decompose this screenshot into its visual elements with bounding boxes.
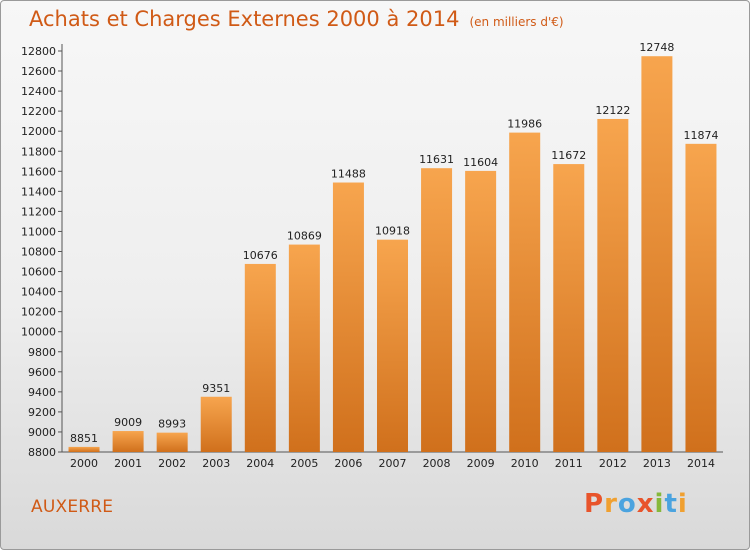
bar-2001	[112, 431, 144, 452]
bars	[68, 56, 717, 453]
bar-2000	[68, 446, 100, 452]
value-label-2012: 12122	[595, 104, 630, 117]
value-label-2014: 11874	[683, 129, 718, 142]
y-tick-label: 9600	[28, 366, 56, 379]
value-label-2002: 8993	[158, 418, 186, 431]
city-name: AUXERRE	[31, 497, 114, 517]
x-tick-label: 2008	[423, 457, 451, 470]
value-label-2009: 11604	[463, 156, 498, 169]
x-tick-label: 2014	[687, 457, 715, 470]
x-tick-label: 2003	[202, 457, 230, 470]
bar-2012	[597, 118, 629, 453]
y-tick-label: 11000	[21, 225, 56, 238]
y-tick-label: 10200	[21, 306, 56, 319]
y-tick-label: 11200	[21, 205, 56, 218]
y-tick-label: 9200	[28, 406, 56, 419]
proxiti-logo: Proxiti	[584, 489, 688, 519]
bar-2008	[421, 168, 453, 452]
value-label-2003: 9351	[202, 382, 230, 395]
y-tick-label: 9400	[28, 386, 56, 399]
value-label-2005: 10869	[287, 230, 322, 243]
value-label-2013: 12748	[639, 41, 674, 54]
y-ticks: 8800 9000 9200 9400 9600 9800 10000 10200 10400 1…	[21, 45, 62, 459]
x-tick-label: 2007	[379, 457, 407, 470]
value-label-2004: 10676	[243, 249, 278, 262]
bar-2009	[465, 170, 497, 453]
y-tick-label: 11600	[21, 165, 56, 178]
value-label-2001: 9009	[114, 416, 142, 429]
y-tick-label: 11800	[21, 145, 56, 158]
value-label-2006: 11488	[331, 168, 366, 181]
value-label-2000: 8851	[70, 432, 98, 445]
bar-2007	[377, 239, 408, 452]
x-tick-label: 2000	[70, 457, 98, 470]
y-tick-label: 12000	[21, 125, 56, 138]
bar-2004	[244, 263, 276, 452]
y-tick-label: 12600	[21, 65, 56, 78]
x-tick-label: 2004	[246, 457, 274, 470]
bar-2005	[288, 244, 320, 452]
y-tick-label: 9000	[28, 426, 56, 439]
value-label-2007: 10918	[375, 225, 410, 238]
bar-2010	[509, 132, 541, 452]
y-tick-label: 11400	[21, 185, 56, 198]
x-tick-label: 2012	[599, 457, 627, 470]
bar-2011	[553, 164, 585, 452]
y-tick-label: 10000	[21, 326, 56, 339]
x-tick-label: 2001	[114, 457, 142, 470]
x-tick-label: 2011	[555, 457, 583, 470]
y-tick-label: 10400	[21, 286, 56, 299]
value-label-2010: 11986	[507, 118, 542, 131]
bar-2014	[685, 143, 717, 453]
y-tick-label: 10600	[21, 266, 56, 279]
y-tick-label: 12800	[21, 45, 56, 58]
bar-2013	[641, 56, 673, 452]
value-labels: 8851 9009 8993 9351 10676 10869 11488 10918 1163…	[70, 41, 718, 445]
x-tick-label: 2013	[643, 457, 671, 470]
x-tick-label: 2005	[290, 457, 318, 470]
y-tick-label: 12400	[21, 85, 56, 98]
y-tick-label: 8800	[28, 446, 56, 459]
y-tick-label: 9800	[28, 346, 56, 359]
chart-title-text: Achats et Charges Externes 2000 à 2014	[29, 7, 460, 31]
value-label-2011: 11672	[551, 149, 586, 162]
bar-2006	[332, 182, 364, 452]
value-label-2008: 11631	[419, 153, 454, 166]
chart-unit: (en milliers d'€)	[469, 15, 564, 29]
x-tick-label: 2009	[467, 457, 495, 470]
x-tick-label: 2010	[511, 457, 539, 470]
bar-2003	[200, 396, 232, 452]
y-tick-label: 10800	[21, 246, 56, 259]
chart-title: Achats et Charges Externes 2000 à 2014 (e…	[29, 7, 564, 31]
x-tick-label: 2006	[334, 457, 362, 470]
y-tick-label: 12200	[21, 105, 56, 118]
x-tick-label: 2002	[158, 457, 186, 470]
x-ticks: 2000 2001 2002 2003 2004 2005 2006 2007 2008 2009…	[70, 457, 715, 470]
bar-2002	[156, 432, 188, 452]
